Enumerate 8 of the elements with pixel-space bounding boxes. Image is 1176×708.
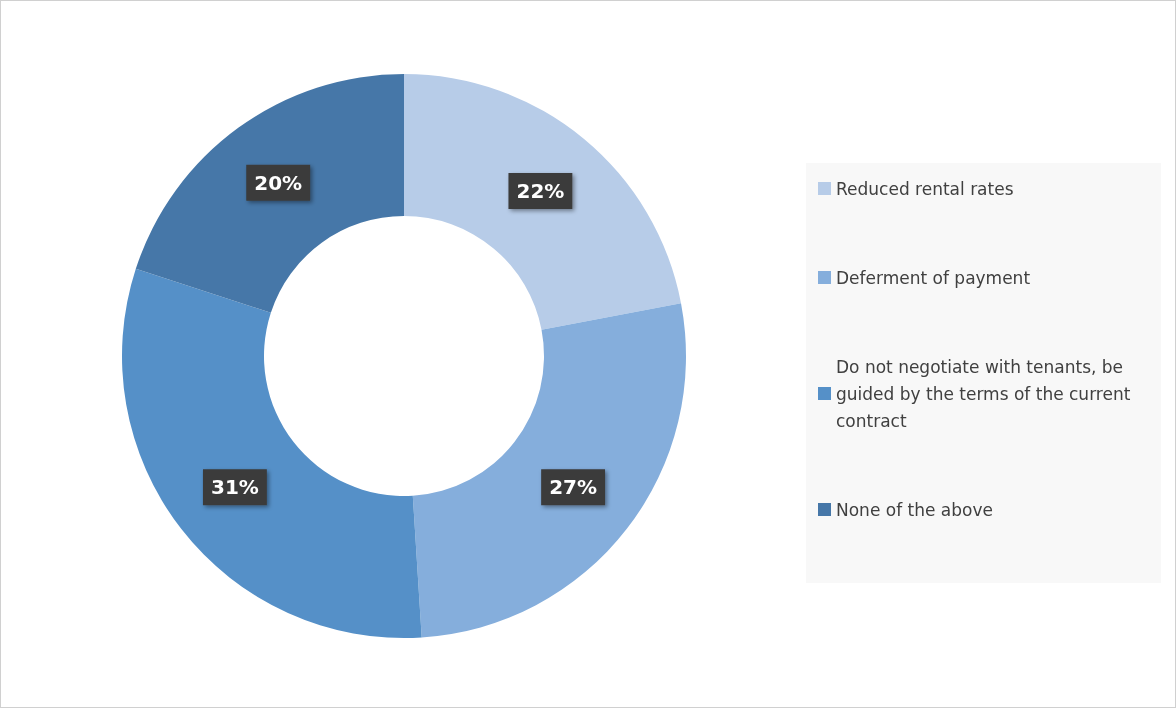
legend-label: Reduced rental rates (836, 178, 1014, 199)
legend-label: Do not negotiate with tenants, be guided by the terms of the current contract (836, 356, 1136, 431)
data-label: 20% (254, 170, 303, 195)
data-label: 27% (549, 475, 598, 500)
legend-label: Deferment of payment (836, 267, 1031, 288)
legend-label: None of the above (836, 499, 993, 520)
data-label: 31% (210, 475, 259, 500)
data-label: 22% (516, 179, 565, 204)
